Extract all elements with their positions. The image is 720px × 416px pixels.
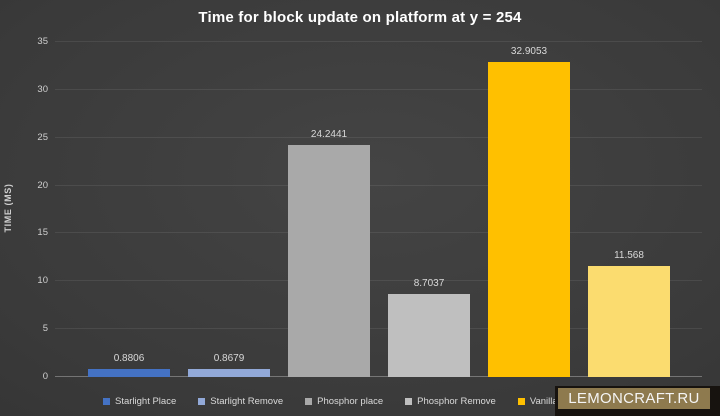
legend-label: Starlight Remove xyxy=(210,396,284,407)
y-axis-ticks: 0 5 10 15 20 25 30 35 xyxy=(0,36,48,382)
bar-value-label: 8.7037 xyxy=(413,277,445,289)
gridline xyxy=(55,41,702,42)
bar-starlight-place xyxy=(88,368,170,377)
bar-series-6 xyxy=(588,266,670,377)
y-tick-label: 0 xyxy=(42,371,48,382)
gridline xyxy=(55,88,702,90)
legend-marker-icon xyxy=(102,398,110,405)
x-axis-line xyxy=(55,376,702,377)
gridline xyxy=(55,136,702,138)
watermark-label: LEMONCRAFT.RU xyxy=(558,388,710,409)
bar-phosphor-place xyxy=(288,144,370,377)
watermark: LEMONCRAFT.RU xyxy=(555,386,720,416)
legend-marker-icon xyxy=(405,398,413,405)
gridline xyxy=(55,232,702,234)
y-tick-label: 35 xyxy=(37,36,48,47)
gridline xyxy=(55,280,702,282)
legend-label: Phosphor Remove xyxy=(417,396,496,407)
bar-value-label: 24.2441 xyxy=(310,128,348,140)
legend-marker-icon xyxy=(198,398,206,405)
chart-title: Time for block update on platform at y =… xyxy=(198,9,522,26)
gridline xyxy=(55,328,702,330)
legend-label: Starlight Place xyxy=(114,396,177,407)
legend-marker-icon xyxy=(305,398,313,405)
bar-value-label: 0.8806 xyxy=(113,352,145,364)
legend-item: Phosphor Remove xyxy=(405,396,496,407)
bar-value-label: 32.9053 xyxy=(510,46,548,58)
legend-item: Starlight Place xyxy=(102,396,177,407)
legend-marker-icon xyxy=(517,398,525,405)
y-tick-label: 25 xyxy=(37,131,48,143)
y-tick-label: 15 xyxy=(37,227,48,239)
bar-vanilla-place xyxy=(488,62,570,377)
legend-item: Phosphor place xyxy=(305,396,383,407)
y-tick-label: 5 xyxy=(42,323,48,335)
legend-item: Starlight Remove xyxy=(198,396,283,407)
y-tick-label: 20 xyxy=(37,179,48,191)
bar-phosphor-remove xyxy=(388,293,470,377)
bar-value-label: 11.568 xyxy=(614,250,644,262)
y-tick-label: 10 xyxy=(37,275,48,287)
bar-value-label: 0.8679 xyxy=(213,352,245,364)
gridline xyxy=(55,184,702,186)
y-tick-label: 30 xyxy=(37,83,48,95)
bar-starlight-remove xyxy=(188,368,270,377)
legend-label: Phosphor place xyxy=(317,396,384,407)
plot-area: 0.8806 0.8679 24.2441 8.7037 32.9053 11.568 xyxy=(55,41,702,377)
